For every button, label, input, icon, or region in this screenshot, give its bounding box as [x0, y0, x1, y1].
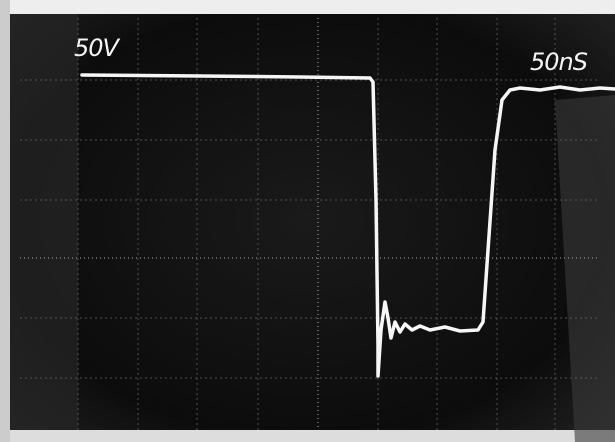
photo-left-border — [0, 0, 10, 442]
voltage-scale-label: 50V — [74, 34, 121, 62]
photo-top-border — [0, 0, 615, 14]
graticule — [20, 18, 600, 430]
time-scale-label: 50nS — [530, 48, 588, 76]
photo-bottom-border — [0, 430, 615, 442]
waveform-trace — [80, 73, 615, 378]
screen-edge-shade — [555, 95, 615, 442]
left-bezel-shade — [10, 14, 78, 430]
